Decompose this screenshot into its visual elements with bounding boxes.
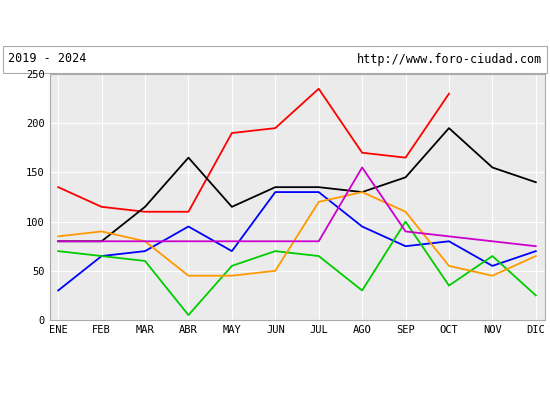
FancyBboxPatch shape [3, 46, 547, 72]
Text: 2019 - 2024: 2019 - 2024 [8, 52, 87, 66]
Text: http://www.foro-ciudad.com: http://www.foro-ciudad.com [356, 52, 542, 66]
Text: Evolucion Nº Turistas Extranjeros en el municipio de Medina de Rioseco: Evolucion Nº Turistas Extranjeros en el … [0, 14, 550, 30]
